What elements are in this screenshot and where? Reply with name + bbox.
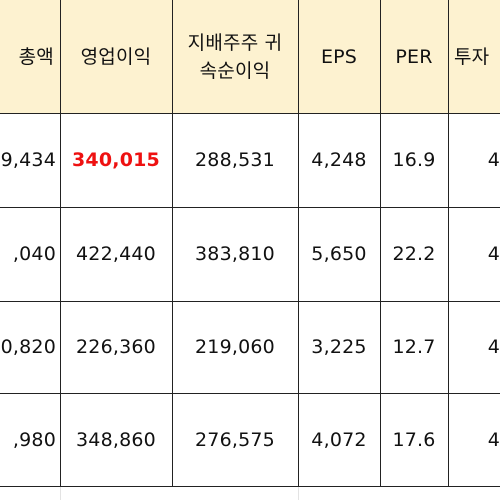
header-label: EPS (320, 45, 358, 68)
table-cell[interactable]: 348,860 (76, 428, 156, 451)
table-border (0, 393, 500, 394)
table-cell[interactable]: 288,531 (195, 149, 275, 171)
table-cell[interactable]: 5,650 (311, 243, 367, 265)
table-border (0, 301, 500, 302)
table-border (0, 207, 500, 208)
table-cell[interactable]: 4,248 (311, 149, 367, 171)
table-cell[interactable]: 22.2 (392, 243, 436, 265)
table-cell[interactable]: 3,225 (311, 336, 367, 358)
table-cell[interactable]: 219,060 (195, 336, 275, 358)
header-label-line1: 지배주주 귀 (187, 31, 283, 54)
table-border (380, 0, 381, 486)
header-label: PER (395, 45, 433, 68)
table-cell[interactable]: 4 (487, 336, 500, 358)
table-border (0, 486, 500, 487)
header-cell-per[interactable]: PER (380, 0, 448, 113)
table-border (0, 113, 500, 114)
table-border (60, 0, 61, 486)
table-cell[interactable]: 12.7 (392, 336, 436, 358)
table-cell[interactable]: 17.6 (392, 428, 436, 451)
table-cell[interactable]: 4,072 (311, 428, 367, 451)
header-cell-investment[interactable]: 투자 (448, 0, 500, 113)
table-cell[interactable]: 4 (487, 243, 500, 265)
header-cell-net-income[interactable]: 지배주주 귀 속순이익 (172, 0, 298, 113)
header-cell-operating-profit[interactable]: 영업이익 (60, 0, 172, 113)
header-cell-eps[interactable]: EPS (298, 0, 380, 113)
table-cell[interactable]: 4 (487, 149, 500, 171)
table-cell[interactable]: 9,434 (0, 149, 56, 171)
header-label: 영업이익 (80, 45, 152, 68)
header-label-line2: 속순이익 (199, 59, 271, 82)
table-cell[interactable]: 422,440 (76, 243, 156, 265)
table-cell[interactable]: 4 (487, 428, 500, 451)
table-border (298, 0, 299, 486)
header-label: 총액 (18, 45, 54, 68)
table-cell[interactable]: 16.9 (392, 149, 436, 171)
header-cell-sales[interactable]: 총액 (0, 0, 60, 113)
table-cell[interactable]: 226,360 (76, 336, 156, 358)
table-cell-highlighted[interactable]: 340,015 (72, 149, 160, 171)
table-cell[interactable]: 0,820 (0, 336, 56, 358)
header-label: 투자 (454, 45, 490, 68)
table-cell[interactable]: 383,810 (195, 243, 275, 265)
table-border (448, 0, 449, 486)
table-border (172, 0, 173, 486)
table-cell[interactable]: 276,575 (195, 428, 275, 451)
table-cell[interactable]: ,980 (12, 428, 56, 451)
table-cell[interactable]: ,040 (12, 243, 56, 265)
